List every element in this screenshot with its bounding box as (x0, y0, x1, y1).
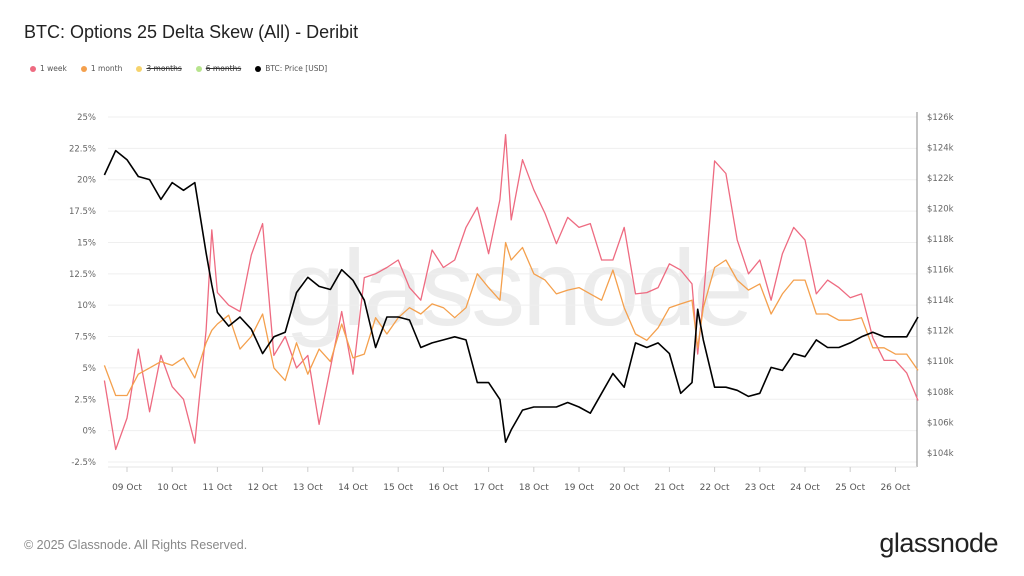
y-left-tick-label: 7.5% (74, 333, 96, 343)
x-tick-label: 23 Oct (745, 483, 775, 493)
series-line-1-month (103, 241, 919, 397)
x-tick-label: 16 Oct (428, 483, 458, 493)
chart-title: BTC: Options 25 Delta Skew (All) - Derib… (24, 22, 359, 42)
y-left-tick-label: 0% (83, 427, 97, 437)
y-right-tick-label: $114k (927, 296, 954, 306)
x-tick-label: 11 Oct (202, 483, 232, 493)
y-right-tick-label: $104k (927, 449, 954, 459)
legend-label: 1 week (40, 64, 67, 73)
legend-item-3-months[interactable]: 3 months (136, 64, 182, 73)
x-tick-label: 21 Oct (654, 483, 684, 493)
legend-dot-icon (30, 65, 36, 72)
x-tick-label: 17 Oct (474, 483, 504, 493)
legend: 1 week 1 month 3 months 6 months BTC: Pr… (30, 64, 327, 73)
legend-item-1-month[interactable]: 1 month (80, 64, 123, 73)
y-right-tick-label: $106k (927, 418, 954, 428)
legend-dot-icon (195, 65, 202, 72)
x-tick-label: 19 Oct (564, 483, 594, 493)
x-tick-label: 13 Oct (293, 483, 323, 493)
legend-label: BTC: Price [USD] (265, 64, 328, 73)
legend-item-btc-price[interactable]: BTC: Price [USD] (255, 64, 327, 73)
y-right-tick-label: $122k (927, 174, 954, 184)
y-right-tick-label: $124k (927, 144, 954, 154)
y-left-tick-label: -2.5% (71, 458, 96, 468)
y-left-tick-label: 17.5% (69, 207, 96, 217)
legend-label: 1 month (90, 64, 123, 73)
x-tick-label: 24 Oct (790, 483, 820, 493)
x-tick-label: 25 Oct (835, 483, 865, 493)
legend-dot-icon (255, 65, 262, 72)
y-right-tick-label: $118k (927, 235, 954, 245)
y-right-tick-label: $112k (927, 327, 954, 337)
x-tick-label: 09 Oct (112, 483, 142, 493)
legend-label: 3 months (146, 64, 182, 73)
y-left-tick-label: 5% (83, 364, 97, 374)
y-right-tick-label: $120k (927, 205, 954, 215)
y-right-tick-label: $126k (927, 113, 954, 123)
y-left-tick-label: 15% (77, 238, 96, 248)
series-line-btc-price-usd (103, 149, 919, 443)
y-left-tick-label: 2.5% (74, 395, 96, 405)
y-right-tick-label: $108k (927, 388, 954, 398)
x-tick-label: 10 Oct (157, 483, 187, 493)
x-tick-label: 22 Oct (700, 483, 730, 493)
glassnode-logo: glassnode (879, 528, 998, 558)
legend-dot-icon (136, 65, 143, 72)
y-right-tick-label: $110k (927, 357, 954, 367)
x-tick-label: 15 Oct (383, 483, 413, 493)
y-left-tick-label: 25% (77, 113, 96, 123)
legend-dot-icon (80, 65, 87, 72)
y-right-tick-label: $116k (927, 266, 954, 276)
x-tick-label: 18 Oct (519, 483, 549, 493)
x-tick-label: 26 Oct (880, 483, 910, 493)
legend-item-6-months[interactable]: 6 months (195, 64, 242, 73)
legend-item-1-week[interactable]: 1 week (30, 64, 67, 73)
y-left-tick-label: 22.5% (69, 144, 96, 154)
y-left-tick-label: 12.5% (69, 270, 96, 280)
x-tick-label: 14 Oct (338, 483, 368, 493)
x-tick-label: 20 Oct (609, 483, 639, 493)
series-line-1-week (103, 133, 919, 451)
y-left-tick-label: 20% (77, 176, 96, 186)
y-left-tick-label: 10% (77, 301, 96, 311)
legend-label: 6 months (205, 64, 242, 73)
copyright: © 2025 Glassnode. All Rights Reserved. (24, 538, 248, 552)
x-tick-label: 12 Oct (248, 483, 278, 493)
